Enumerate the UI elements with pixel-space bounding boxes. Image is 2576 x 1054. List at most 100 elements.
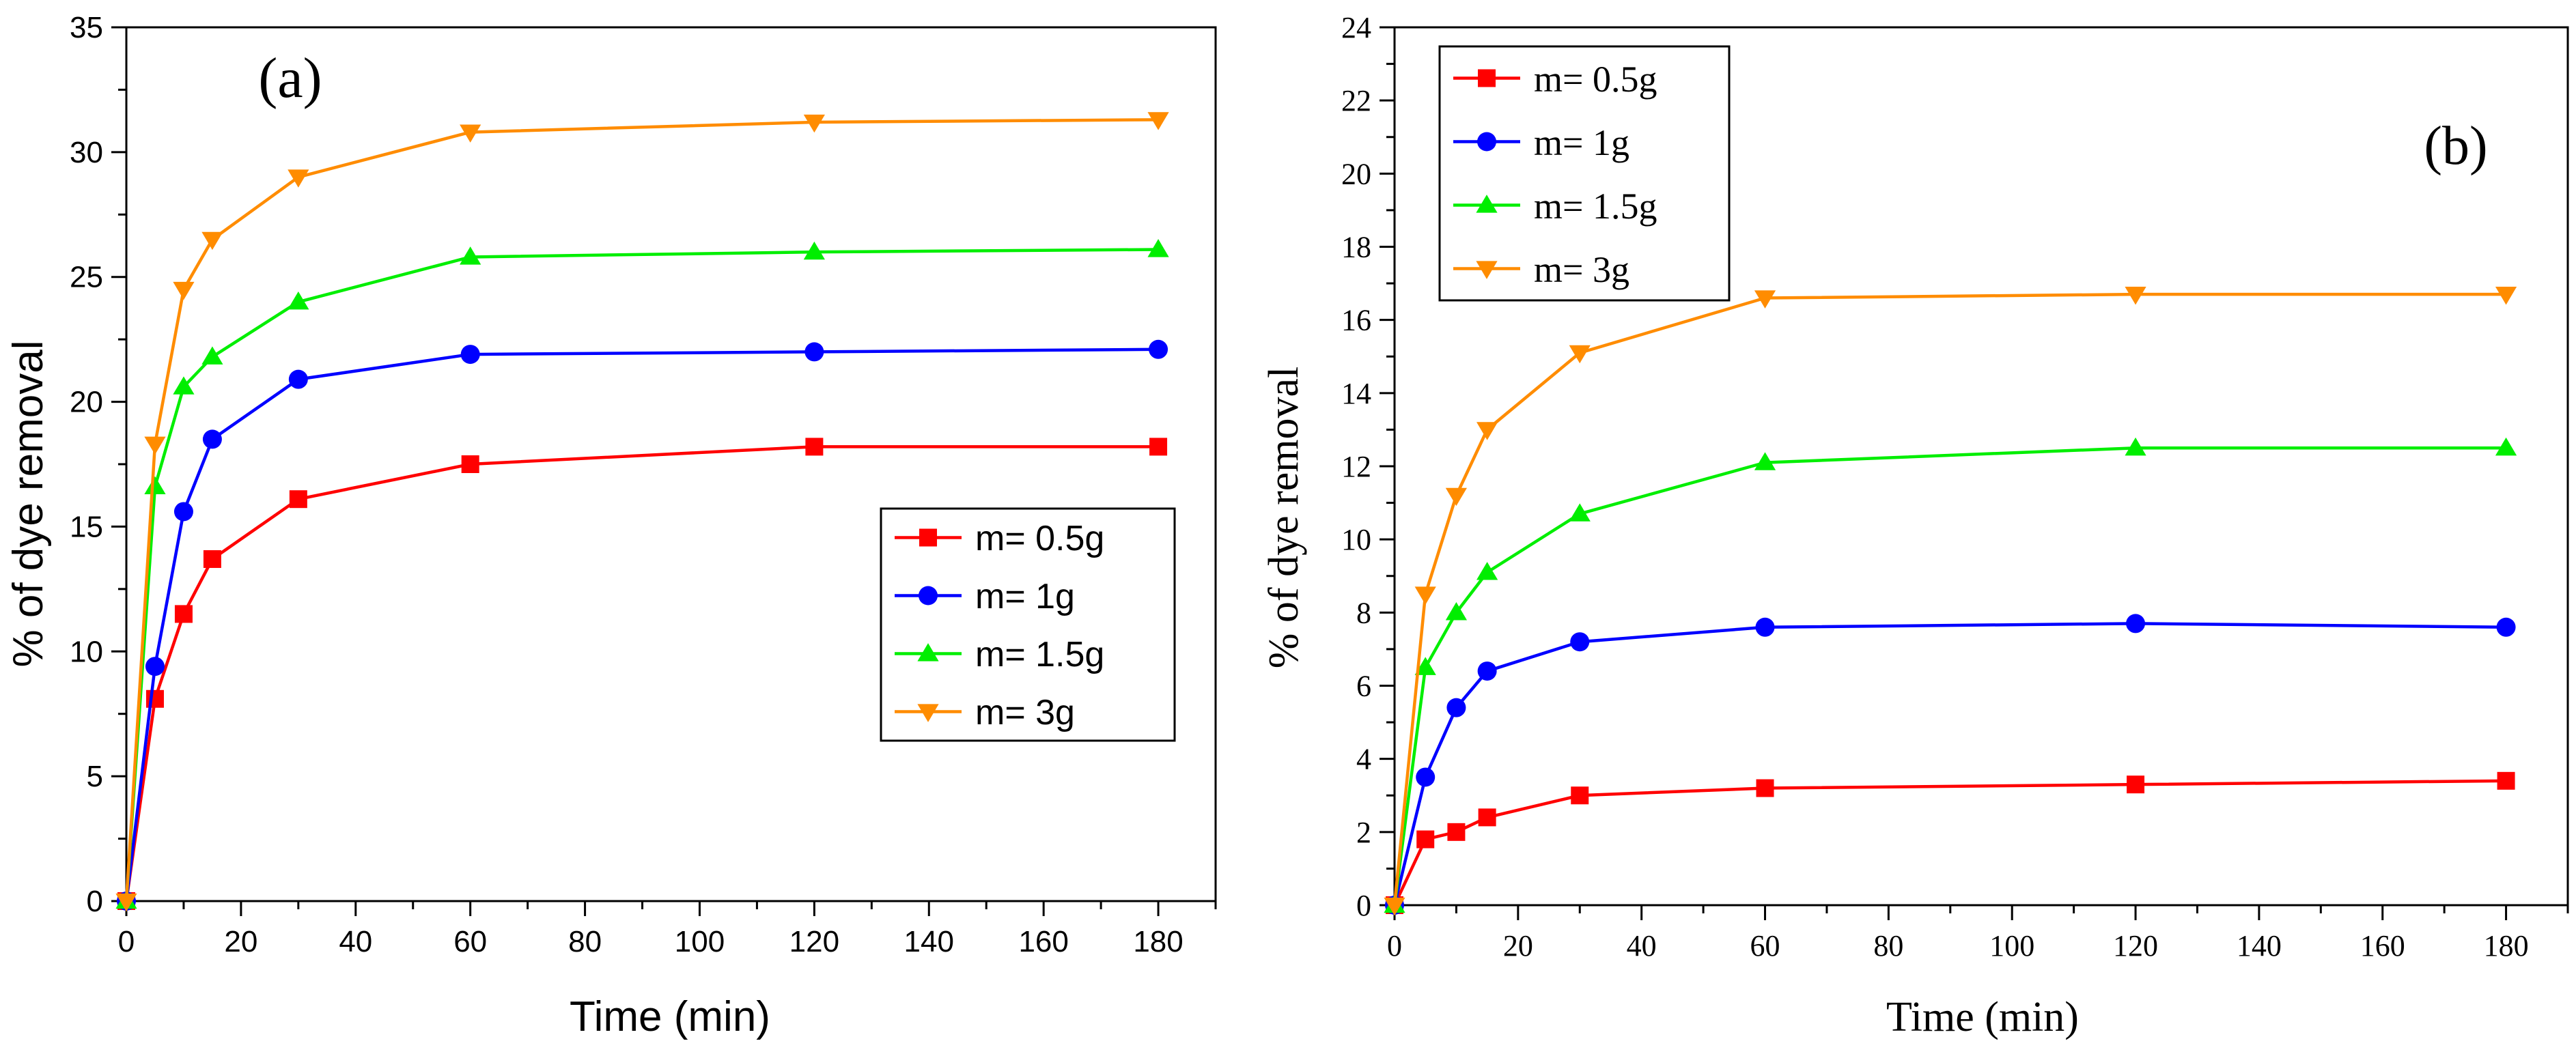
y-tick-label: 16 <box>1341 304 1371 337</box>
data-point <box>173 376 195 395</box>
data-point <box>1756 779 1774 797</box>
y-tick-label: 15 <box>70 510 103 543</box>
y-tick-label: 30 <box>70 136 103 169</box>
data-point <box>1569 345 1591 364</box>
x-tick-label: 120 <box>2113 929 2158 963</box>
data-point <box>1414 586 1436 605</box>
data-point <box>803 114 825 133</box>
legend-box <box>1438 45 1731 302</box>
y-tick-label: 14 <box>1341 377 1371 410</box>
data-point <box>202 429 222 449</box>
legend-swatch-marker <box>1478 69 1496 87</box>
data-point <box>460 246 481 265</box>
data-point <box>1476 422 1498 440</box>
data-point <box>461 455 479 473</box>
data-point <box>203 550 221 568</box>
data-point <box>2126 614 2146 633</box>
data-point <box>460 345 480 365</box>
data-point <box>174 605 193 623</box>
series-line <box>124 248 1159 902</box>
data-point <box>145 657 165 676</box>
series-line <box>124 118 1159 902</box>
data-point <box>803 241 825 260</box>
legend-label: m= 1g <box>1534 122 1629 163</box>
series-m-0.5g <box>1386 771 2515 914</box>
series-m-3g <box>1384 287 2517 916</box>
data-point <box>1754 290 1776 309</box>
data-point <box>2495 287 2517 305</box>
x-axis-label: Time (min) <box>1886 994 2079 1040</box>
series-line <box>1392 292 2506 906</box>
x-tick-label: 100 <box>1989 929 2034 963</box>
y-tick-label: 25 <box>70 261 103 294</box>
y-tick-label: 8 <box>1356 596 1371 629</box>
y-axis-label: % of dye removal <box>1261 367 1307 668</box>
data-point <box>288 369 308 389</box>
x-tick-label: 120 <box>789 925 839 958</box>
data-point <box>1446 698 1466 717</box>
data-point <box>173 502 193 522</box>
panel-label: (b) <box>2424 116 2487 176</box>
data-point <box>1478 808 1496 827</box>
data-point <box>144 476 166 495</box>
data-point <box>805 438 824 456</box>
series-m-1g <box>1385 614 2516 915</box>
data-point <box>173 281 195 300</box>
legend-label: m= 1g <box>975 577 1075 616</box>
x-tick-label: 80 <box>568 925 602 958</box>
data-point <box>1445 487 1468 507</box>
data-point <box>1477 661 1497 681</box>
data-point <box>2497 771 2515 790</box>
data-point <box>1416 830 1435 849</box>
y-tick-label: 10 <box>1341 523 1371 556</box>
x-axis-label: Time (min) <box>570 993 770 1040</box>
panel-b: (b) Time (min) % of dye removal 0 20 40 60 8… <box>1261 11 2569 1040</box>
x-tick-label: 160 <box>1018 925 1068 958</box>
y-tick-label: 18 <box>1341 231 1371 264</box>
series-line <box>124 445 1159 902</box>
y-tick-label: 5 <box>87 760 103 793</box>
data-point <box>1149 438 1168 456</box>
x-tick-label: 80 <box>1873 929 1903 963</box>
x-tick-label: 0 <box>118 925 135 958</box>
series-m-3g <box>115 112 1169 912</box>
data-point <box>1445 602 1468 621</box>
legend-box <box>880 507 1176 742</box>
data-point <box>1447 823 1466 841</box>
x-tick-label: 100 <box>675 925 725 958</box>
x-tick-label: 180 <box>2484 929 2529 963</box>
panel-label: (a) <box>258 46 322 110</box>
series-line <box>1392 779 2506 906</box>
legend-label: m= 3g <box>1534 249 1629 290</box>
data-point <box>1571 786 1589 805</box>
y-tick-label: 35 <box>70 11 103 44</box>
data-point <box>1416 767 1436 787</box>
legend-swatch-marker <box>1476 261 1498 279</box>
data-point <box>289 490 307 509</box>
data-point <box>460 124 481 143</box>
x-tick-label: 140 <box>2237 929 2282 963</box>
legend-swatch-marker <box>1476 195 1498 213</box>
data-point <box>1384 897 1405 916</box>
legend-swatch-marker <box>917 643 939 661</box>
y-tick-label: 24 <box>1341 11 1371 44</box>
legend: m= 0.5g m= 1g m= 1.5g m= 3g <box>880 507 1176 742</box>
series-m-1.5g <box>115 239 1169 909</box>
legend-swatch-marker <box>917 704 939 722</box>
series-line <box>1392 622 2506 906</box>
series-m-1.5g <box>1384 437 2517 913</box>
y-tick-label: 20 <box>70 386 103 419</box>
y-tick-label: 10 <box>70 635 103 668</box>
x-tick-label: 40 <box>1627 929 1657 963</box>
legend-swatch-marker <box>1477 132 1496 152</box>
y-tick-label: 20 <box>1341 157 1371 190</box>
x-tick-label: 40 <box>339 925 372 958</box>
data-point <box>1754 452 1776 470</box>
x-tick-label: 140 <box>904 925 954 958</box>
data-point <box>1147 112 1169 130</box>
legend-swatch-marker <box>919 586 938 606</box>
plot-frame <box>125 26 1217 902</box>
data-point <box>1149 339 1168 359</box>
x-tick-label: 180 <box>1133 925 1183 958</box>
